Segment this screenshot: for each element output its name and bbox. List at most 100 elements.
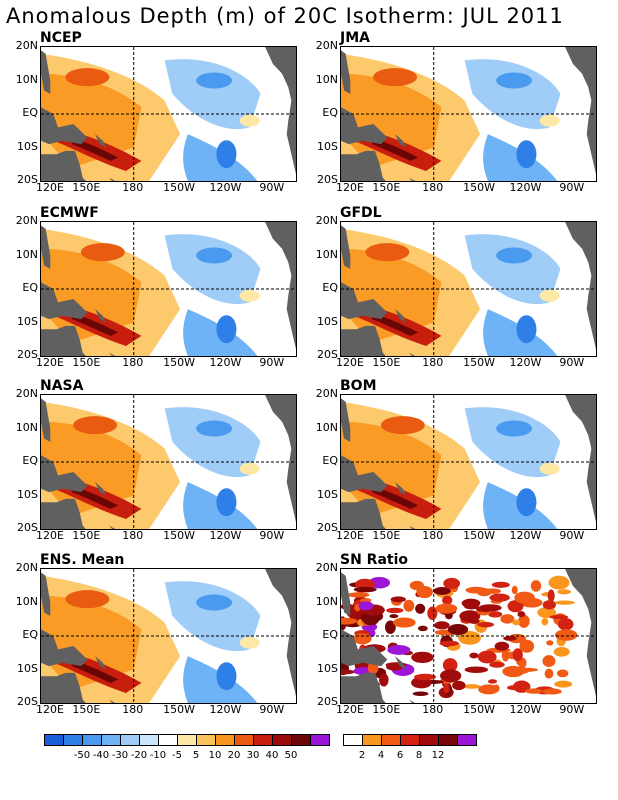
- land-australia: [341, 325, 386, 356]
- land-philippines: [41, 225, 51, 269]
- colorbar-label: -20: [130, 750, 148, 761]
- lat-label: 20S: [17, 348, 38, 361]
- colorbar-label: -30: [111, 750, 129, 761]
- map-plot: [40, 221, 297, 357]
- lon-label: 150E: [372, 703, 401, 716]
- lat-label: 20S: [17, 521, 38, 534]
- map-plot: [40, 394, 297, 530]
- lat-label: 10S: [17, 314, 38, 328]
- land-australia: [41, 150, 86, 181]
- lat-label: 10S: [317, 314, 338, 328]
- colorbar-swatch: [102, 735, 121, 745]
- land-solomon: [95, 309, 106, 323]
- land-philippines: [41, 50, 51, 94]
- lat-label: EQ: [22, 106, 38, 119]
- lon-label: 120E: [336, 181, 364, 194]
- land-new-guinea: [341, 455, 388, 493]
- colorbar-swatch: [439, 735, 458, 745]
- map-panel-ecmwf: ECMWF 20N 10N EQ 10S 20S 120E 150E 180 150W 120W 90…: [0, 205, 300, 369]
- lon-label: 180: [122, 529, 144, 542]
- map-plot: [340, 221, 597, 357]
- lat-label: 20N: [315, 561, 338, 574]
- lon-label: 180: [122, 703, 144, 716]
- colorbar-label: 6: [396, 750, 404, 761]
- lat-label: 10S: [17, 661, 38, 675]
- lat-label: 20N: [15, 39, 38, 52]
- land-new-guinea: [41, 455, 88, 493]
- lon-label: 180: [422, 703, 444, 716]
- panel-title: SN Ratio: [340, 552, 409, 568]
- contour-field: [41, 47, 296, 181]
- panel-title: NASA: [40, 378, 84, 394]
- lat-label: 10N: [315, 420, 338, 434]
- colorbar-swatch: [311, 735, 329, 745]
- lat-label: 10S: [17, 139, 38, 153]
- colorbar-label: -5: [172, 750, 182, 761]
- lon-label: 90W: [259, 529, 285, 542]
- lon-label: 90W: [559, 356, 585, 369]
- lat-label: 20N: [315, 39, 338, 52]
- land-americas: [565, 222, 596, 356]
- lon-label: 150E: [372, 529, 401, 542]
- land-australia: [41, 672, 86, 703]
- colorbar-swatch: [235, 735, 254, 745]
- sn-ratio-colorbar: [343, 734, 477, 746]
- map-panel-gfdl: GFDL 20N 10N EQ 10S 20S 120E 150E 180 150W 120W 90W: [300, 205, 600, 369]
- lon-label: 180: [422, 529, 444, 542]
- lon-label: 90W: [259, 356, 285, 369]
- lon-label: 150W: [463, 181, 496, 194]
- lat-label: EQ: [322, 281, 338, 294]
- land-americas: [265, 47, 296, 181]
- lon-label: 150W: [163, 356, 196, 369]
- map-plot: [340, 394, 597, 530]
- lon-label: 150E: [372, 181, 401, 194]
- colorbar-label: -40: [92, 750, 110, 761]
- lat-label: 10N: [315, 594, 338, 608]
- lon-label: 180: [422, 181, 444, 194]
- map-plot: [40, 46, 297, 182]
- land-americas: [565, 395, 596, 529]
- lat-label: 20S: [17, 173, 38, 186]
- lat-label: 20N: [15, 214, 38, 227]
- contour-field: [341, 395, 596, 529]
- map-plot: [340, 568, 597, 704]
- colorbar-swatch: [363, 735, 382, 745]
- land-philippines: [341, 398, 351, 442]
- land-new-guinea: [41, 282, 88, 320]
- panel-title: NCEP: [40, 30, 82, 46]
- lon-label: 90W: [259, 703, 285, 716]
- lon-label: 180: [422, 356, 444, 369]
- land-australia: [41, 325, 86, 356]
- colorbar-swatch: [292, 735, 311, 745]
- lon-label: 150W: [163, 529, 196, 542]
- contour-field: [341, 569, 596, 703]
- land-solomon: [95, 134, 106, 148]
- lon-label: 150E: [72, 529, 101, 542]
- lat-label: EQ: [322, 106, 338, 119]
- colorbar-label: 12: [431, 750, 445, 761]
- lon-label: 120W: [209, 181, 242, 194]
- lon-label: 120W: [209, 356, 242, 369]
- colorbar-label: 50: [284, 750, 298, 761]
- lon-label: 90W: [559, 529, 585, 542]
- lon-label: 120E: [36, 529, 64, 542]
- lat-label: EQ: [322, 454, 338, 467]
- land-americas: [565, 47, 596, 181]
- land-americas: [265, 395, 296, 529]
- lat-label: 20S: [317, 348, 338, 361]
- land-solomon: [95, 482, 106, 496]
- land-new-caledonia: [409, 177, 416, 181]
- panel-title: GFDL: [340, 205, 382, 221]
- lat-label: EQ: [22, 628, 38, 641]
- land-solomon: [395, 134, 406, 148]
- contour-field: [41, 222, 296, 356]
- colorbar-label: 5: [192, 750, 200, 761]
- land-australia: [341, 150, 386, 181]
- colorbar-label: 8: [415, 750, 423, 761]
- lon-label: 150W: [463, 703, 496, 716]
- panel-title: ENS. Mean: [40, 552, 125, 568]
- land-australia: [41, 498, 86, 529]
- land-philippines: [341, 572, 351, 616]
- land-solomon: [95, 656, 106, 670]
- colorbar-label: -10: [149, 750, 167, 761]
